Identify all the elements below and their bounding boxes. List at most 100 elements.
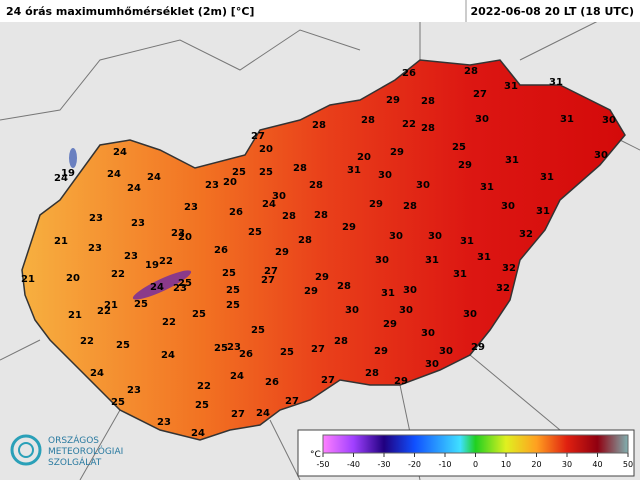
station-value: 21 — [54, 236, 68, 247]
station-value: 27 — [311, 344, 325, 355]
station-value: 27 — [473, 89, 487, 100]
station-value: 24 — [262, 199, 276, 210]
station-value: 28 — [421, 123, 435, 134]
legend-unit: °C — [310, 450, 321, 460]
station-value: 24 — [161, 350, 175, 361]
station-value: 24 — [54, 173, 68, 184]
station-value: 20 — [223, 177, 237, 188]
station-value: 32 — [502, 263, 516, 274]
station-value: 29 — [275, 247, 289, 258]
station-value: 31 — [549, 77, 563, 88]
legend-tick-label: 30 — [562, 460, 572, 469]
station-value: 28 — [361, 115, 375, 126]
station-value: 30 — [594, 150, 608, 161]
station-value: 22 — [162, 317, 176, 328]
station-value: 25 — [134, 299, 148, 310]
station-value: 31 — [505, 155, 519, 166]
station-value: 29 — [386, 95, 400, 106]
legend-tick-label: 20 — [531, 460, 541, 469]
station-value: 27 — [231, 409, 245, 420]
station-value: 31 — [460, 236, 474, 247]
station-value: 30 — [378, 170, 392, 181]
station-value: 28 — [421, 96, 435, 107]
station-value: 31 — [540, 172, 554, 183]
station-value: 20 — [66, 273, 80, 284]
station-value: 23 — [89, 213, 103, 224]
station-value: 30 — [416, 180, 430, 191]
station-value: 26 — [239, 349, 253, 360]
station-value: 31 — [347, 165, 361, 176]
station-value: 25 — [259, 167, 273, 178]
station-value: 24 — [147, 172, 161, 183]
station-value: 32 — [496, 283, 510, 294]
station-value: 24 — [107, 169, 121, 180]
station-value: 19 — [61, 168, 75, 179]
station-value: 26 — [214, 245, 228, 256]
logo: ORSZÁGOS METEOROLÓGIAI SZOLGÁLAT — [10, 434, 123, 468]
station-value: 29 — [304, 286, 318, 297]
station-value: 20 — [178, 232, 192, 243]
station-value: 29 — [390, 147, 404, 158]
station-value: 23 — [88, 243, 102, 254]
station-value: 24 — [113, 147, 127, 158]
station-value: 27 — [321, 375, 335, 386]
station-value: 21 — [104, 300, 118, 311]
station-value: 30 — [389, 231, 403, 242]
station-value: 30 — [403, 285, 417, 296]
station-value: 24 — [90, 368, 104, 379]
title: 24 órás maximumhőmérséklet (2m) [°C] — [6, 5, 254, 18]
station-value: 29 — [315, 272, 329, 283]
station-value: 31 — [560, 114, 574, 125]
station-value: 28 — [312, 120, 326, 131]
station-value: 30 — [272, 191, 286, 202]
station-value: 26 — [402, 68, 416, 79]
station-value: 29 — [458, 160, 472, 171]
station-value: 28 — [314, 210, 328, 221]
country-shape — [21, 59, 626, 441]
station-value: 28 — [309, 180, 323, 191]
station-value: 28 — [403, 201, 417, 212]
station-value: 23 — [171, 228, 185, 239]
station-value: 25 — [226, 285, 240, 296]
station-value: 28 — [337, 281, 351, 292]
station-value: 29 — [383, 319, 397, 330]
station-value: 25 — [248, 227, 262, 238]
station-value: 26 — [229, 207, 243, 218]
station-value: 25 — [116, 340, 130, 351]
station-value: 31 — [480, 182, 494, 193]
station-value: 23 — [173, 283, 187, 294]
station-value: 31 — [504, 81, 518, 92]
station-value: 21 — [68, 310, 82, 321]
legend-tick-label: -50 — [316, 460, 329, 469]
station-value: 28 — [282, 211, 296, 222]
legend-tick-label: -20 — [408, 460, 421, 469]
station-value: 30 — [425, 359, 439, 370]
station-value: 25 — [452, 142, 466, 153]
station-value: 25 — [195, 400, 209, 411]
station-value: 28 — [298, 235, 312, 246]
station-value: 25 — [280, 347, 294, 358]
station-value: 30 — [475, 114, 489, 125]
station-value: 30 — [602, 115, 616, 126]
station-value: 30 — [428, 231, 442, 242]
station-value: 28 — [334, 336, 348, 347]
station-value: 28 — [293, 163, 307, 174]
station-value: 25 — [111, 397, 125, 408]
station-value: 23 — [184, 202, 198, 213]
station-value: 23 — [157, 417, 171, 428]
station-value: 23 — [124, 251, 138, 262]
station-value: 27 — [251, 131, 265, 142]
station-value: 31 — [425, 255, 439, 266]
station-value: 25 — [226, 300, 240, 311]
station-value: 24 — [127, 183, 141, 194]
station-value: 25 — [251, 325, 265, 336]
station-value: 22 — [111, 269, 125, 280]
station-value: 22 — [402, 119, 416, 130]
station-value: 24 — [256, 408, 270, 419]
station-value: 31 — [453, 269, 467, 280]
station-value: 22 — [97, 306, 111, 317]
station-value: 29 — [394, 376, 408, 387]
legend-tick-label: 0 — [473, 460, 478, 469]
legend-tick-label: -30 — [377, 460, 390, 469]
